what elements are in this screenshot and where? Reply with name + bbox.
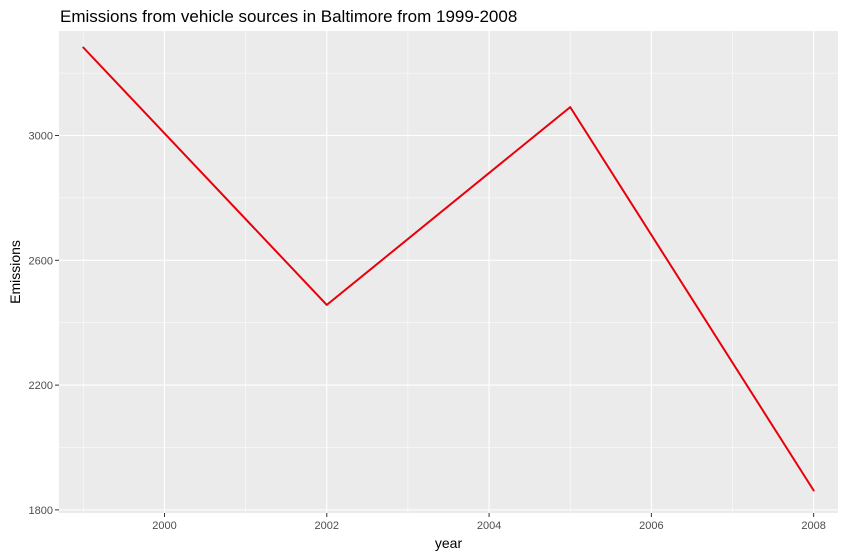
major-gridlines bbox=[59, 31, 838, 513]
y-tick-label: 2600 bbox=[29, 255, 53, 267]
x-tick-label: 2004 bbox=[477, 520, 501, 532]
y-axis: 1800 2200 2600 3000 bbox=[29, 131, 59, 517]
y-axis-title: Emissions bbox=[7, 240, 23, 304]
x-axis-title: year bbox=[435, 535, 463, 551]
y-tick-label: 3000 bbox=[29, 131, 53, 143]
plot-panel bbox=[59, 31, 838, 513]
x-tick-label: 2000 bbox=[152, 520, 176, 532]
y-tick-label: 1800 bbox=[29, 505, 53, 517]
minor-gridlines bbox=[59, 31, 838, 513]
x-tick-label: 2002 bbox=[315, 520, 339, 532]
series-line-0 bbox=[82, 46, 815, 492]
x-tick-label: 2006 bbox=[639, 520, 663, 532]
y-tick-label: 2200 bbox=[29, 380, 53, 392]
series-layer bbox=[82, 46, 815, 492]
chart-title: Emissions from vehicle sources in Baltim… bbox=[60, 7, 517, 26]
x-axis: 2000 2002 2004 2006 2008 bbox=[152, 513, 826, 532]
x-tick-label: 2008 bbox=[801, 520, 825, 532]
